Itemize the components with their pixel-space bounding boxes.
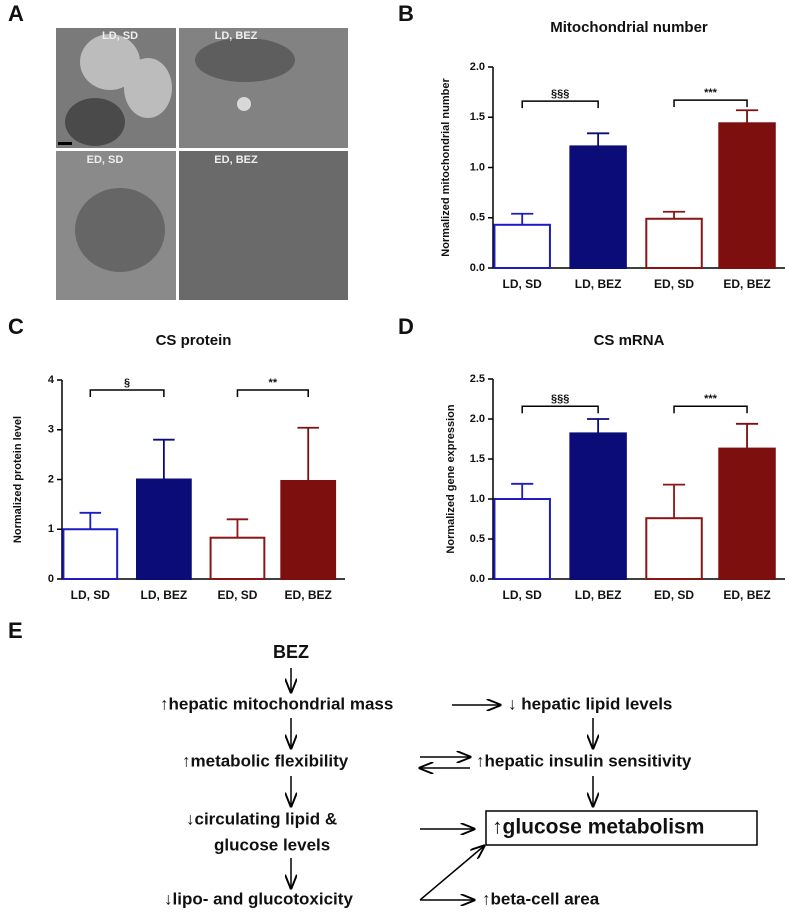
- chart-title: Mitochondrial number: [550, 19, 708, 36]
- micrograph-label: ED, SD: [87, 154, 124, 166]
- y-tick-label: 4: [48, 374, 55, 386]
- significance-label: §§§: [551, 88, 569, 100]
- bar: [493, 498, 551, 580]
- diagram-node: ↓circulating lipid &: [186, 809, 337, 828]
- significance-bracket: [521, 100, 599, 109]
- x-tick-label: LD, SD: [503, 277, 543, 291]
- y-tick-label: 2.5: [470, 373, 485, 385]
- bar: [718, 447, 776, 580]
- error-bar: [511, 212, 534, 225]
- error-bar: [662, 210, 686, 219]
- significance-label: **: [269, 377, 278, 389]
- significance-bracket: [521, 405, 599, 414]
- y-tick-label: 2.0: [470, 61, 485, 73]
- x-tick-label: LD, BEZ: [575, 277, 622, 291]
- bar: [645, 217, 703, 270]
- significance-label: §§§: [551, 393, 569, 405]
- y-axis-label: Normalized mitochondrial number: [440, 78, 452, 257]
- micrograph: [179, 151, 348, 300]
- diagram-node: glucose levels: [214, 835, 330, 854]
- bar: [280, 479, 337, 580]
- micrograph-label: LD, BEZ: [215, 30, 258, 42]
- diagram-node: ↑hepatic insulin sensitivity: [476, 751, 692, 770]
- significance-bracket: [89, 389, 165, 397]
- chart-title: CS mRNA: [594, 332, 665, 349]
- bar: [645, 517, 703, 581]
- diagram-node: ↑hepatic mitochondrial mass: [160, 694, 393, 713]
- panel-letter: B: [398, 1, 414, 26]
- y-tick-label: 1.5: [470, 453, 485, 465]
- y-tick-label: 0.0: [470, 573, 485, 585]
- panel-letter: C: [8, 314, 24, 339]
- error-bar: [587, 418, 610, 434]
- significance-bracket: [673, 405, 748, 414]
- error-bar: [153, 438, 175, 480]
- y-tick-label: 0.5: [470, 212, 485, 224]
- y-tick-label: 1.0: [470, 493, 485, 505]
- chart-title: CS protein: [156, 332, 232, 349]
- y-tick-label: 1.5: [470, 111, 485, 123]
- y-axis-label: Normalized protein level: [12, 416, 24, 543]
- error-bar: [226, 518, 249, 538]
- significance-label: ***: [704, 393, 718, 405]
- y-tick-label: 1.0: [470, 161, 485, 173]
- error-bar: [587, 132, 610, 147]
- micrographs: LD, SD LD, BEZ ED, SD ED, BEZ: [56, 28, 348, 300]
- x-tick-label: LD, SD: [71, 588, 111, 602]
- bar: [62, 528, 119, 580]
- error-bar: [735, 109, 759, 124]
- significance-label: §: [124, 377, 130, 389]
- bar: [718, 122, 776, 269]
- x-tick-label: ED, BEZ: [723, 588, 770, 602]
- significance-label: ***: [704, 87, 718, 99]
- x-tick-label: LD, BEZ: [141, 588, 188, 602]
- y-tick-label: 0.0: [470, 262, 485, 274]
- panel-letter: A: [8, 1, 24, 26]
- x-tick-label: ED, BEZ: [723, 277, 770, 291]
- diagram-node: ↑glucose metabolism: [492, 816, 704, 839]
- scale-bar: [58, 142, 72, 145]
- micrograph-label: ED, BEZ: [214, 154, 258, 166]
- x-tick-label: ED, BEZ: [285, 588, 332, 602]
- diagram-node: ↑metabolic flexibility: [182, 751, 349, 770]
- error-bar: [511, 482, 534, 499]
- significance-bracket: [236, 389, 309, 397]
- y-tick-label: 2: [48, 473, 54, 485]
- panel-letter: D: [398, 314, 414, 339]
- panel-letter: E: [8, 618, 23, 643]
- significance-bracket: [673, 99, 748, 108]
- diagram-node: BEZ: [273, 642, 309, 662]
- arrow: [419, 846, 484, 901]
- x-tick-label: ED, SD: [654, 588, 694, 602]
- diagram-node: ↑beta-cell area: [482, 889, 600, 908]
- y-tick-label: 1: [48, 523, 54, 535]
- error-bar: [662, 483, 686, 519]
- node-box: [485, 810, 758, 846]
- y-tick-label: 2.0: [470, 413, 485, 425]
- x-tick-label: ED, SD: [217, 588, 257, 602]
- x-tick-label: ED, SD: [654, 277, 694, 291]
- bar: [493, 223, 551, 270]
- x-tick-label: LD, SD: [503, 588, 543, 602]
- error-bar: [297, 426, 319, 481]
- y-axis-label: Normalized gene expression: [445, 404, 457, 553]
- error-bar: [735, 422, 759, 449]
- diagram-arrows: [291, 668, 593, 900]
- y-tick-label: 0.5: [470, 533, 485, 545]
- diagram-node: ↓lipo- and glucotoxicity: [164, 889, 353, 908]
- bar: [135, 478, 192, 580]
- y-tick-label: 0: [48, 573, 54, 585]
- bar: [569, 145, 627, 270]
- bar: [569, 432, 627, 580]
- diagram-node: ↓ hepatic lipid levels: [508, 694, 672, 713]
- y-tick-label: 3: [48, 424, 54, 436]
- error-bar: [79, 511, 102, 530]
- bar: [209, 536, 266, 581]
- x-tick-label: LD, BEZ: [575, 588, 622, 602]
- micrograph-label: LD, SD: [102, 30, 138, 42]
